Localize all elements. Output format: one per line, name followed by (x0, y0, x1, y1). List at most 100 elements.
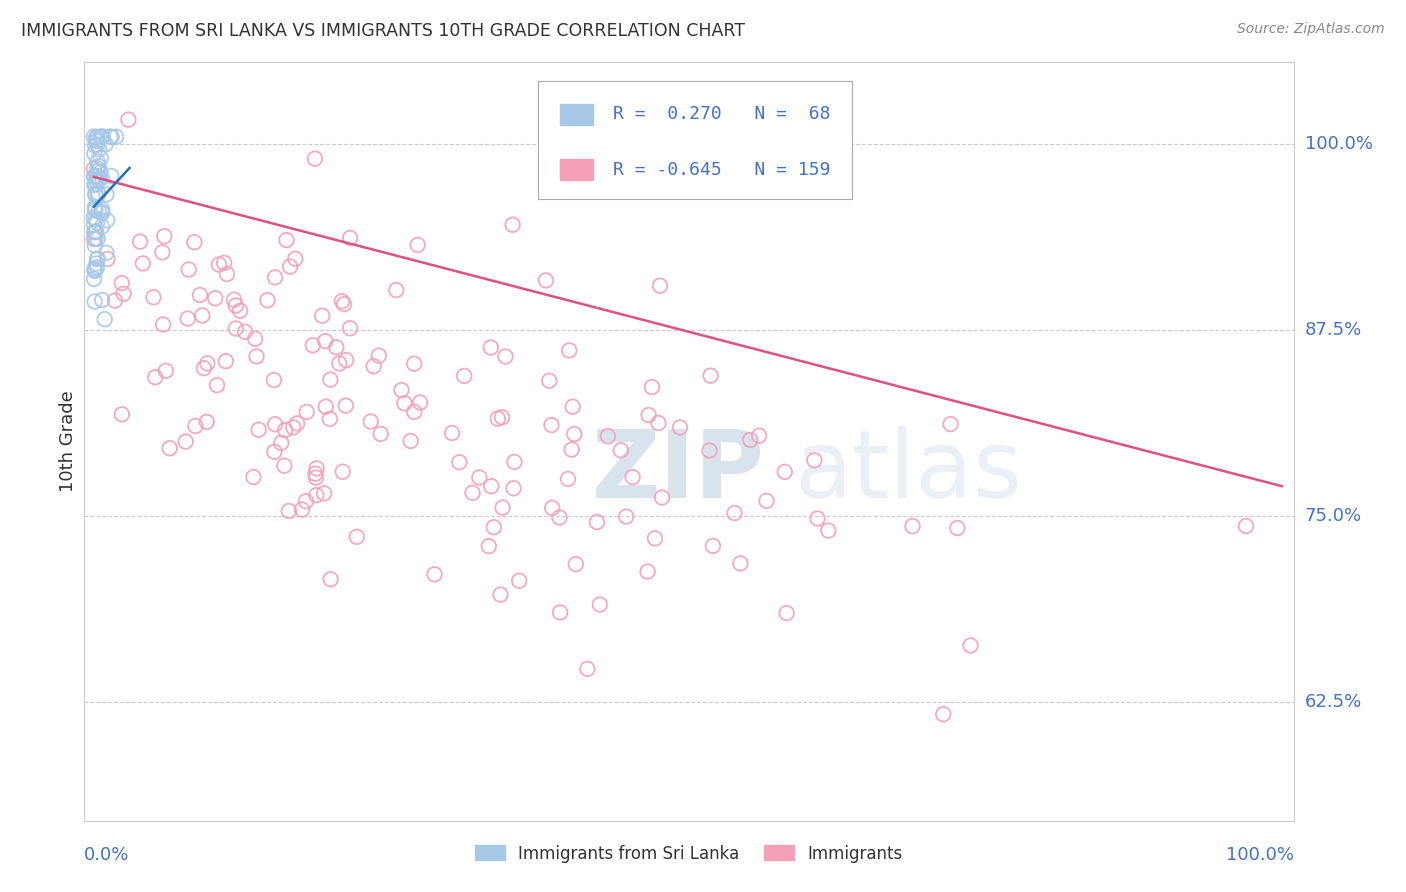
Point (229, 303, 252, 318)
Legend: Immigrants from Sri Lanka, Immigrants: Immigrants from Sri Lanka, Immigrants (468, 838, 910, 869)
Point (84, 203, 107, 218)
Point (91, 129, 114, 144)
Point (177, 262, 200, 277)
Point (773, 465, 796, 479)
Point (191, 309, 214, 323)
Point (84, 188, 107, 202)
Point (86, 252, 108, 266)
Point (264, 417, 287, 432)
Point (508, 574, 530, 588)
Text: IMMIGRANTS FROM SRI LANKA VS IMMIGRANTS 10TH GRADE CORRELATION CHART: IMMIGRANTS FROM SRI LANKA VS IMMIGRANTS … (21, 22, 745, 40)
Point (489, 588, 512, 602)
Point (367, 349, 389, 363)
Point (86, 252, 108, 266)
Point (394, 396, 416, 410)
Point (84, 232, 107, 246)
Point (817, 524, 839, 538)
Point (346, 530, 368, 544)
Point (939, 417, 962, 431)
Point (84, 138, 107, 153)
Point (479, 479, 502, 493)
Point (176, 311, 198, 326)
Point (86, 161, 108, 176)
Point (723, 506, 745, 520)
Point (100, 129, 122, 144)
Point (363, 359, 385, 374)
Point (305, 470, 328, 484)
Point (83, 238, 105, 252)
Point (215, 267, 238, 281)
Point (83, 263, 105, 277)
Point (637, 408, 659, 422)
Point (479, 341, 502, 355)
Point (142, 290, 165, 304)
Point (100, 169, 122, 183)
Point (94, 137, 117, 152)
Point (83, 129, 105, 144)
Point (86, 260, 108, 275)
Point (225, 321, 247, 335)
Point (385, 283, 408, 297)
Point (91, 202, 114, 217)
Point (441, 425, 464, 440)
Point (263, 445, 285, 459)
Point (328, 356, 350, 370)
Point (174, 434, 197, 449)
Point (143, 370, 166, 384)
Point (647, 416, 669, 430)
Point (699, 368, 721, 383)
Point (91, 293, 114, 307)
Text: Source: ZipAtlas.com: Source: ZipAtlas.com (1237, 22, 1385, 37)
Point (86, 134, 108, 148)
Point (315, 400, 337, 414)
Point (86, 216, 108, 230)
Point (558, 343, 581, 358)
FancyBboxPatch shape (560, 159, 593, 180)
Point (84, 264, 107, 278)
Point (295, 494, 318, 508)
Text: 75.0%: 75.0% (1305, 507, 1362, 524)
Text: 87.5%: 87.5% (1305, 321, 1362, 339)
Text: 100.0%: 100.0% (1226, 846, 1294, 863)
Point (284, 252, 307, 266)
Point (205, 378, 228, 392)
Point (404, 357, 426, 371)
Point (596, 429, 619, 443)
Point (96, 187, 118, 202)
Point (644, 532, 666, 546)
Point (83, 211, 105, 225)
Point (502, 481, 524, 495)
Point (86, 137, 108, 152)
Point (404, 405, 426, 419)
Point (247, 423, 270, 437)
Point (335, 399, 357, 413)
Point (621, 470, 644, 484)
Point (548, 510, 571, 524)
Point (561, 442, 583, 457)
Point (932, 707, 955, 722)
Text: atlas: atlas (794, 425, 1022, 518)
Point (495, 350, 517, 364)
Point (193, 361, 215, 376)
Text: 0.0%: 0.0% (84, 846, 129, 863)
Point (96, 252, 118, 266)
Point (491, 500, 513, 515)
Point (959, 639, 981, 653)
Point (776, 606, 799, 620)
Point (610, 443, 633, 458)
Point (748, 428, 770, 442)
Point (540, 417, 562, 432)
Point (325, 340, 347, 354)
Point (90, 151, 112, 165)
Point (195, 415, 218, 429)
Point (589, 598, 612, 612)
Point (423, 567, 446, 582)
FancyBboxPatch shape (538, 81, 852, 199)
Point (87, 164, 110, 178)
Point (155, 364, 177, 378)
Point (330, 294, 353, 309)
Text: R =  0.270   N =  68: R = 0.270 N = 68 (613, 105, 831, 123)
Point (319, 373, 342, 387)
Point (132, 256, 155, 270)
Point (111, 407, 134, 421)
